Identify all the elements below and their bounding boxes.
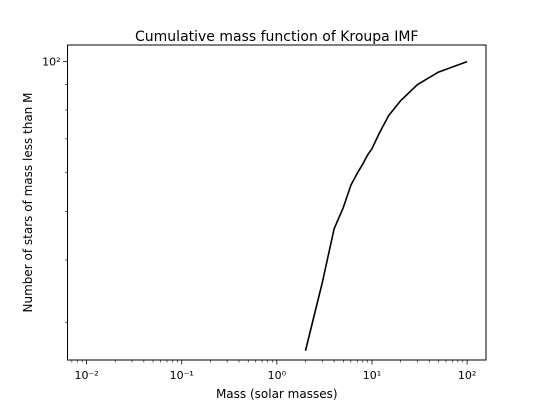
x-tick-label: 10² <box>458 369 476 382</box>
chart-title: Cumulative mass function of Kroupa IMF <box>135 29 418 45</box>
x-tick-label: 10⁻¹ <box>170 369 194 382</box>
x-tick-label: 10⁰ <box>268 369 287 382</box>
series-lines <box>304 60 468 351</box>
y-tick-label: 10² <box>42 56 60 69</box>
series-line <box>304 60 468 351</box>
plot-frame <box>67 44 487 361</box>
y-axis-label: Number of stars of mass less than M <box>21 93 35 313</box>
x-tick-label: 10¹ <box>363 369 381 382</box>
axis-ticks: 10⁻² 10⁻¹ 10⁰ 10¹ 10² 10² <box>42 56 476 382</box>
x-axis-label: Mass (solar masses) <box>216 387 338 401</box>
x-tick-label: 10⁻² <box>74 369 98 382</box>
